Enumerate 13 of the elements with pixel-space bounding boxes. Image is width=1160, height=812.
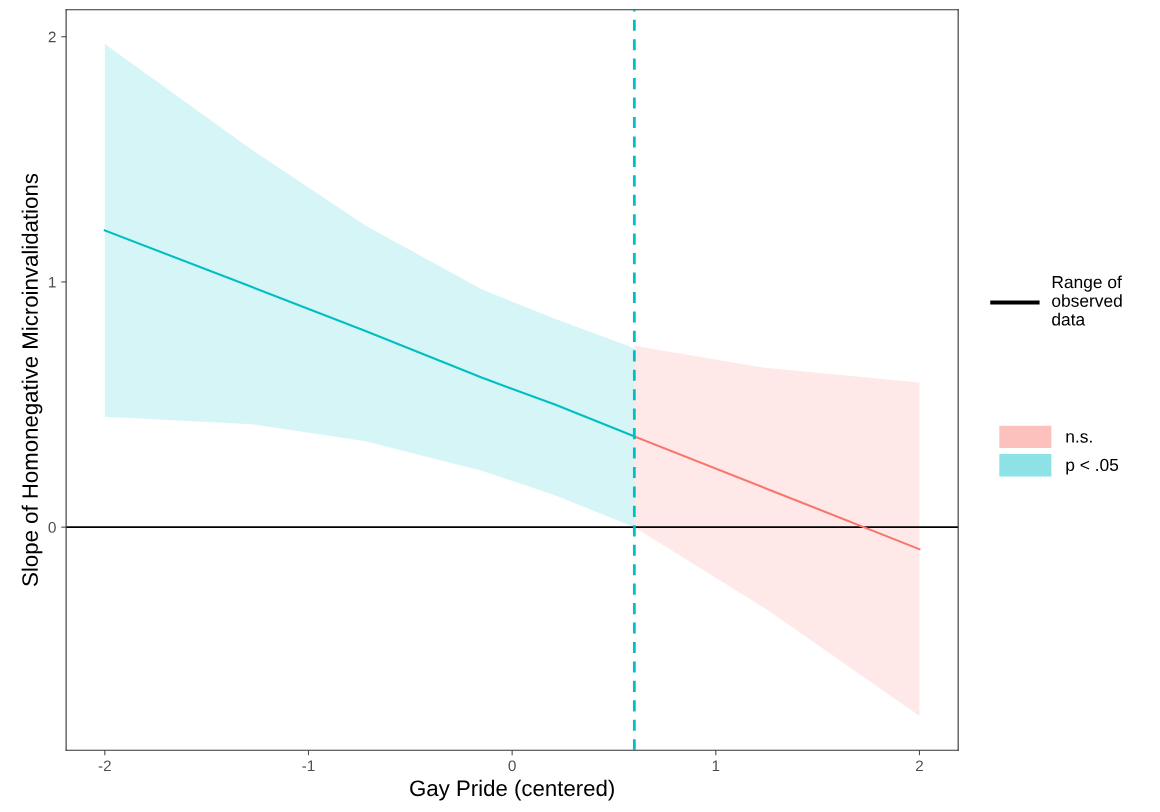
y-tick-label: 0 (48, 522, 56, 533)
legend-label: n.s. (1066, 433, 1092, 443)
x-tick-label: 0 (508, 760, 516, 772)
x-tick-label: 1 (712, 760, 720, 772)
x-tick-label: -1 (302, 760, 315, 772)
y-axis-title: Slope of Homonegative Microinvalidations (21, 173, 43, 586)
legend-label: p < .05 (1066, 458, 1119, 475)
y-tick-label: 2 (48, 31, 56, 43)
legend-label: Range of observed data (1052, 275, 1122, 326)
x-tick-label: 2 (915, 760, 923, 772)
x-tick-label: -2 (98, 760, 111, 772)
x-axis-title: Gay Pride (centered) (410, 779, 614, 801)
y-tick-label: 1 (49, 276, 56, 288)
